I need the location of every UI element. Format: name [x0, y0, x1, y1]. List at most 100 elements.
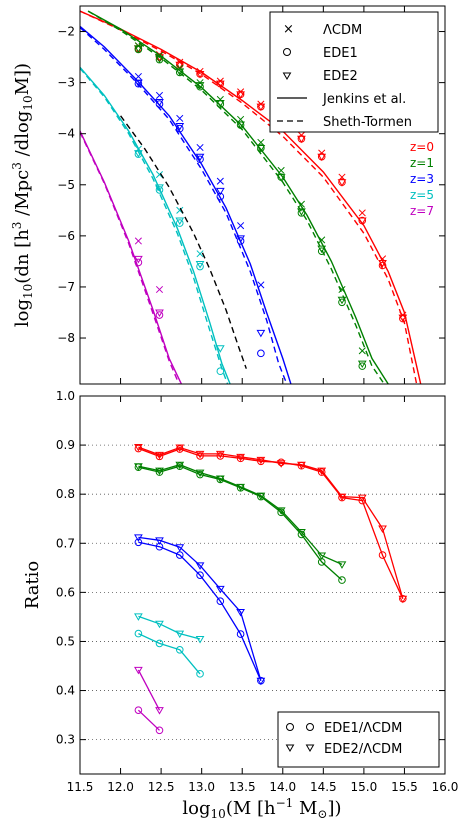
- legend-label-jenkins: Jenkins et al.: [322, 92, 406, 107]
- z3-ede2-ratio-line: [138, 536, 262, 681]
- legend-marker-ede1-ratio-a: [286, 723, 294, 731]
- z5-ede2-ratio-line: [138, 615, 201, 640]
- z5-ede2-point: [134, 150, 143, 158]
- top-y-tick-label: −7: [57, 280, 75, 294]
- z1-ede2-point: [256, 145, 266, 153]
- z1-lcdm-point: [358, 347, 366, 355]
- legend-marker-ede1-ratio-b: [306, 723, 314, 731]
- z3-ede1-ratio-point: [216, 597, 225, 606]
- z0-ede1-point: [378, 261, 387, 270]
- z0-ede2-point: [398, 314, 408, 323]
- bottom-y-tick-label: 0.6: [56, 585, 75, 599]
- bottom-x-tick-label: 14.5: [310, 780, 337, 794]
- legend-marker-lcdm: ×: [283, 22, 294, 37]
- z0-ede2-ratio-point: [317, 467, 327, 476]
- z0-ede1-ratio-point: [358, 496, 367, 505]
- z0-ede2-point: [378, 259, 387, 268]
- z5-ede1-point: [175, 219, 184, 227]
- z3-ede2-point: [195, 153, 205, 162]
- z0-ede2-point: [195, 70, 205, 79]
- z1-ede2-point: [175, 68, 185, 76]
- z5-ede1-point: [196, 262, 204, 271]
- z7-ede2-point: [134, 255, 143, 264]
- z0-ede2-ratio-point: [357, 494, 367, 503]
- z1-ede2-ratio-point: [256, 492, 266, 501]
- z5-ede1-ratio-point: [196, 670, 204, 678]
- z5-ede1-ratio-point: [175, 646, 184, 654]
- legend-marker-ede2-ratio-a: [285, 744, 295, 752]
- z3-ede1-ratio-point: [175, 551, 184, 559]
- z5-lcdm-point: [155, 171, 164, 179]
- z3-jenkins-curve: [80, 25, 292, 384]
- bottom-y-tick-label: 1.0: [56, 389, 75, 403]
- z0-ede2-point: [357, 217, 367, 226]
- z0-ede2-point: [175, 61, 185, 70]
- z3-ede1-point: [175, 124, 184, 133]
- z1-ede2-ratio-point: [134, 463, 143, 471]
- legend-marker-ede1: [283, 48, 291, 56]
- bottom-x-tick-label: 13.5: [229, 780, 256, 794]
- z7-lcdm-point: [155, 285, 164, 294]
- bottom-y-tick-label: 0.3: [56, 733, 75, 747]
- z1-ede1-ratio-point: [277, 508, 285, 517]
- z7-ede1-point: [134, 258, 143, 267]
- z3-lcdm-point: [237, 222, 245, 230]
- z0-ede1-ratio-point: [277, 458, 285, 467]
- z3-ede2-ratio-point: [256, 677, 266, 686]
- z5-ede1-ratio-line: [138, 633, 201, 675]
- legend-label-ede1-ratio: EDE1/ΛCDM: [324, 721, 402, 736]
- z7-ede1-ratio-line: [137, 709, 160, 731]
- z7-ede1-ratio-point: [134, 706, 143, 714]
- z0-label: z=0: [410, 140, 434, 154]
- z1-ede2-point: [357, 360, 367, 369]
- legend-label-ede2: EDE2: [323, 69, 358, 84]
- z5-label: z=5: [410, 188, 434, 202]
- legend-marker-ede2-ratio-b: [305, 744, 315, 752]
- z3-ede2-ratio-point: [236, 609, 245, 617]
- bottom-y-tick-label: 0.8: [56, 487, 75, 501]
- z0-ede2-point: [297, 135, 306, 144]
- z3-ede1-point: [257, 349, 265, 358]
- z0-ede1-ratio-point: [155, 452, 164, 461]
- legend-label-sheth: Sheth-Tormen: [323, 115, 412, 130]
- z3-ede2-point: [175, 123, 185, 131]
- z5-ede2-point: [175, 217, 185, 226]
- legend-marker-ede2: [282, 72, 292, 80]
- z3-lcdm-point: [176, 114, 184, 122]
- top-y-tick-label: −2: [57, 25, 75, 39]
- z3-ede1-point: [216, 192, 225, 201]
- z3-label: z=3: [410, 172, 434, 186]
- z0-ede1-ratio-point: [236, 454, 245, 463]
- z5-lcdm-point: [196, 250, 204, 258]
- z1-ede2-point: [297, 208, 306, 216]
- z5-ede1-point: [155, 186, 164, 194]
- z3-ede2-point: [134, 79, 143, 88]
- z3-ede2-point: [215, 187, 225, 196]
- z7-sheth-curve: [80, 131, 180, 384]
- bottom-x-ticks: 11.5 12.0 12.5 13.0 13.5 14.0 14.5 15.0 15.5 16.0: [67, 396, 458, 794]
- z5-ede2-ratio-point: [195, 636, 205, 644]
- z0-ede2-point: [256, 103, 266, 112]
- z0-ede2-ratio-point: [155, 451, 164, 460]
- bottom-y-tick-label: 0.9: [56, 438, 75, 452]
- z0-ede1-ratio-line: [138, 447, 404, 599]
- z1-ede2-ratio-point: [276, 507, 286, 515]
- top-y-tick-label: −4: [57, 127, 75, 141]
- z1-ede1-point: [338, 298, 346, 307]
- z1-ede2-ratio-point: [297, 528, 306, 537]
- bottom-panel-frame: [79, 395, 446, 775]
- z5-ede2-ratio-point: [175, 630, 185, 639]
- bottom-x-tick-label: 15.0: [351, 780, 378, 794]
- z1-ede2-point: [155, 55, 164, 64]
- z0-ede2-ratio-point: [256, 456, 266, 465]
- z0-ede2-ratio-point: [378, 525, 387, 534]
- z3-ede1-point: [196, 155, 204, 164]
- z0-ede1-ratio-point: [378, 551, 387, 559]
- z1-ede2-ratio-point: [236, 483, 245, 492]
- z3-ede2-ratio-point: [134, 534, 143, 542]
- z0-ede2-ratio-point: [175, 444, 185, 453]
- z1-ede2-point: [337, 296, 347, 305]
- z1-ede1-ratio-point: [196, 470, 204, 479]
- z1-ede2-point: [276, 174, 286, 182]
- z0-ede1-ratio-point: [317, 468, 326, 476]
